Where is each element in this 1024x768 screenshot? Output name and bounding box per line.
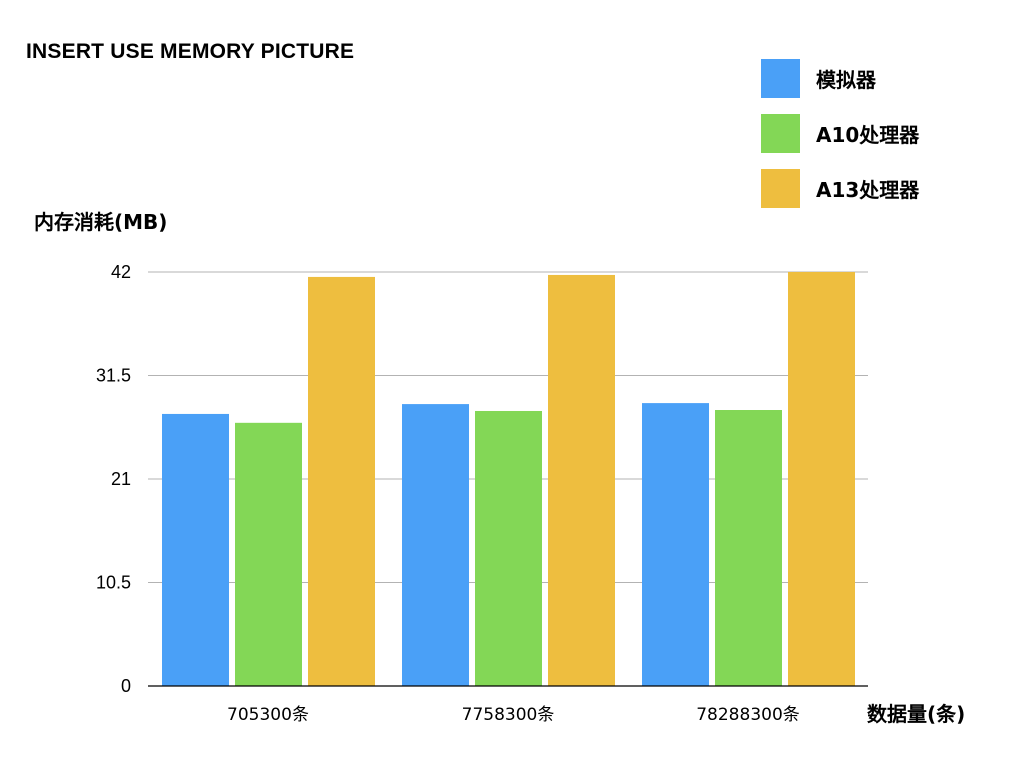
bar [308,276,375,686]
legend-swatch-simulator [761,58,800,98]
legend-item-simulator: 模拟器 [761,58,876,98]
legend-swatch-a13 [761,168,800,208]
bar [235,422,302,686]
x-tick-label: 7758300条 [462,705,555,725]
legend-item-a13: A13处理器 [761,168,919,208]
bar [715,410,782,686]
y-tick-label: 31.5 [96,366,131,386]
bar [475,410,542,686]
x-axis-label: 数据量(条) [867,702,966,726]
bar [162,413,229,686]
bar [402,404,469,686]
y-tick-label: 10.5 [96,573,131,593]
y-axis-label: 内存消耗(MB) [34,210,168,234]
x-tick-label: 705300条 [227,705,309,725]
legend-swatch-a10 [761,113,800,153]
x-tick-label: 78288300条 [696,705,800,725]
legend-label-simulator: 模拟器 [816,67,876,92]
y-tick-label: 0 [121,676,131,696]
legend-item-a10: A10处理器 [761,113,919,153]
y-tick-label: 42 [111,262,131,282]
bar [642,403,709,686]
legend-label-a10: A10处理器 [816,122,920,147]
y-tick-label: 21 [111,469,131,489]
chart-title: INSERT USE MEMORY PICTURE [26,40,355,63]
bar [548,274,615,686]
bar [788,272,855,686]
legend-label-a13: A13处理器 [816,177,920,202]
